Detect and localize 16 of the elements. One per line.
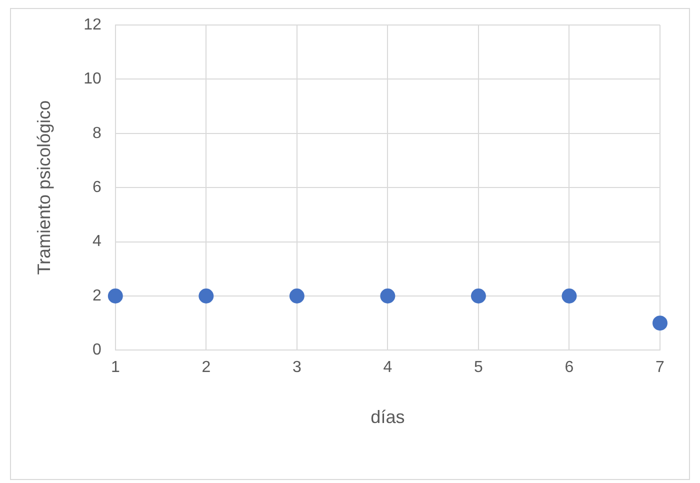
x-tick-label: 1: [110, 359, 120, 376]
y-tick-label: 10: [84, 70, 102, 88]
y-tick-label: 4: [92, 233, 102, 250]
y-tick-label: 2: [92, 287, 102, 304]
x-tick-label: 5: [474, 359, 484, 376]
y-axis-title: Tramiento psicológico: [34, 100, 54, 275]
x-tick-label: 3: [292, 359, 302, 376]
x-tick-label: 7: [656, 359, 665, 376]
y-tick-label: 6: [92, 179, 102, 196]
y-tick-label: 0: [92, 342, 102, 359]
x-tick-label: 4: [383, 359, 392, 376]
y-tick-label: 12: [84, 16, 102, 34]
x-axis-title: días: [370, 407, 405, 428]
y-tick-label: 8: [92, 124, 102, 142]
x-tick-label: 2: [202, 359, 211, 376]
x-tick-label: 6: [564, 359, 574, 376]
